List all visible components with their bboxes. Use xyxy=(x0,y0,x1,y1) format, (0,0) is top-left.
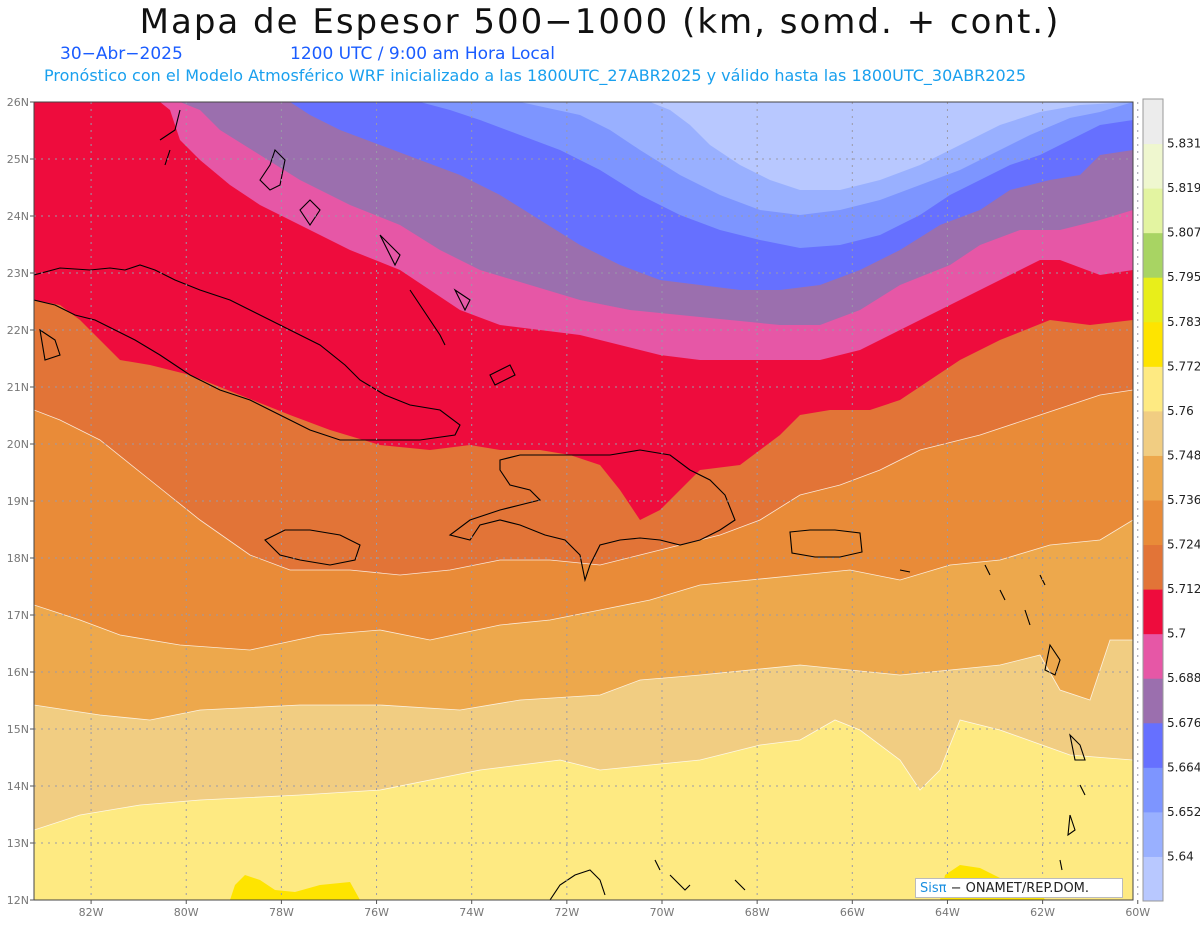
colorbar-swatch xyxy=(1143,589,1163,635)
latitude-ticks: 26N 25N 24N 23N 22N 21N 20N 19N 18N 17N 16N 15N 14N 1… xyxy=(7,96,34,907)
colorbar-level-label: 5.76 xyxy=(1167,404,1194,418)
colorbar-level-label: 5.831 xyxy=(1167,137,1200,151)
lon-tick-label: 62W xyxy=(1030,906,1055,919)
colorbar-level-label: 5.7 xyxy=(1167,627,1186,641)
coastlines xyxy=(34,109,1086,900)
colorbar-level-label: 5.783 xyxy=(1167,315,1200,329)
lon-tick-label: 68W xyxy=(745,906,770,919)
colorbar-swatch xyxy=(1143,277,1163,323)
lat-tick-label: 15N xyxy=(7,723,29,736)
lon-tick-label: 70W xyxy=(650,906,675,919)
colorbar-level-label: 5.795 xyxy=(1167,270,1200,284)
lat-tick-label: 13N xyxy=(7,837,29,850)
lat-tick-label: 21N xyxy=(7,381,29,394)
forecast-time: 1200 UTC / 9:00 am Hora Local xyxy=(290,44,555,64)
colorbar-frame xyxy=(1142,98,1164,902)
band-5772 xyxy=(230,875,360,900)
colorbar-swatch xyxy=(1143,366,1163,412)
colorbar-swatch xyxy=(1143,321,1163,367)
lon-tick-label: 76W xyxy=(364,906,389,919)
colorbar-swatch xyxy=(1143,99,1163,145)
lat-tick-label: 22N xyxy=(7,324,29,337)
forecast-date: 30−Abr−2025 xyxy=(60,44,183,64)
lat-tick-label: 14N xyxy=(7,780,29,793)
colorbar-swatch xyxy=(1143,544,1163,590)
lon-tick-label: 80W xyxy=(174,906,199,919)
lon-tick-label: 74W xyxy=(459,906,484,919)
colorbar-level-label: 5.712 xyxy=(1167,582,1200,596)
lat-tick-label: 25N xyxy=(7,153,29,166)
colorbar-level-label: 5.676 xyxy=(1167,716,1200,730)
lat-tick-label: 20N xyxy=(7,438,29,451)
colorbar-level-label: 5.807 xyxy=(1167,226,1200,240)
colorbar-level-label: 5.652 xyxy=(1167,805,1200,819)
colorbar-swatch xyxy=(1143,455,1163,501)
lon-tick-label: 72W xyxy=(554,906,579,919)
thickness-fill xyxy=(34,102,1133,900)
colorbar-swatch xyxy=(1143,811,1163,857)
hispaniola-coast xyxy=(448,449,736,583)
lat-tick-label: 26N xyxy=(7,96,29,109)
longitude-ticks: 82W 80W 78W 76W 74W 72W 70W 68W 66W 64W 62W 60W xyxy=(79,900,1150,919)
lat-tick-label: 24N xyxy=(7,210,29,223)
model-subtitle: Pronóstico con el Modelo Atmosférico WRF… xyxy=(44,66,1027,85)
credit-brand: Sisπ xyxy=(920,881,947,896)
colorbar-swatch xyxy=(1143,767,1163,813)
lat-tick-label: 19N xyxy=(7,495,29,508)
colorbar-swatch xyxy=(1143,500,1163,546)
lat-tick-label: 12N xyxy=(7,894,29,907)
lon-tick-label: 82W xyxy=(79,906,104,919)
colorbar-level-label: 5.664 xyxy=(1167,760,1200,774)
colorbar-swatch xyxy=(1143,722,1163,768)
credit-text: − ONAMET/REP.DOM. xyxy=(950,881,1090,896)
colorbar-level-label: 5.772 xyxy=(1167,359,1200,373)
colorbar-swatch xyxy=(1143,856,1163,902)
lon-tick-label: 66W xyxy=(840,906,865,919)
credit-box: Sisπ − ONAMET/REP.DOM. xyxy=(915,878,1123,898)
lat-tick-label: 18N xyxy=(7,552,29,565)
lat-tick-label: 16N xyxy=(7,666,29,679)
colorbar-swatch xyxy=(1143,188,1163,234)
colorbar-level-label: 5.736 xyxy=(1167,493,1200,507)
colorbar-swatch xyxy=(1143,143,1163,189)
puerto-rico-coast xyxy=(789,529,863,558)
colorbar: 5.64 5.652 5.664 5.676 5.688 5.7 5.712 5.724 5.7… xyxy=(1142,98,1200,902)
colorbar-swatch xyxy=(1143,678,1163,724)
colorbar-swatch xyxy=(1143,410,1163,456)
colorbar-swatch xyxy=(1143,633,1163,679)
lat-tick-label: 23N xyxy=(7,267,29,280)
colorbar-level-label: 5.724 xyxy=(1167,538,1200,552)
band-lowest xyxy=(650,102,1133,190)
lat-tick-label: 17N xyxy=(7,609,29,622)
lon-tick-label: 64W xyxy=(935,906,960,919)
contour-lines xyxy=(34,389,1133,831)
lon-tick-label: 78W xyxy=(269,906,294,919)
colorbar-level-label: 5.64 xyxy=(1167,849,1194,863)
lon-tick-label: 60W xyxy=(1125,906,1150,919)
colorbar-swatch xyxy=(1143,232,1163,278)
jamaica-coast xyxy=(264,529,361,566)
map-title: Mapa de Espesor 500−1000 (km, somd. + co… xyxy=(139,2,1061,42)
cuba-coast xyxy=(34,264,461,441)
colorbar-level-label: 5.819 xyxy=(1167,181,1200,195)
colorbar-level-label: 5.748 xyxy=(1167,448,1200,462)
bahamas-coast xyxy=(159,109,516,386)
colorbar-level-label: 5.688 xyxy=(1167,671,1200,685)
south-america-coast xyxy=(39,328,746,900)
